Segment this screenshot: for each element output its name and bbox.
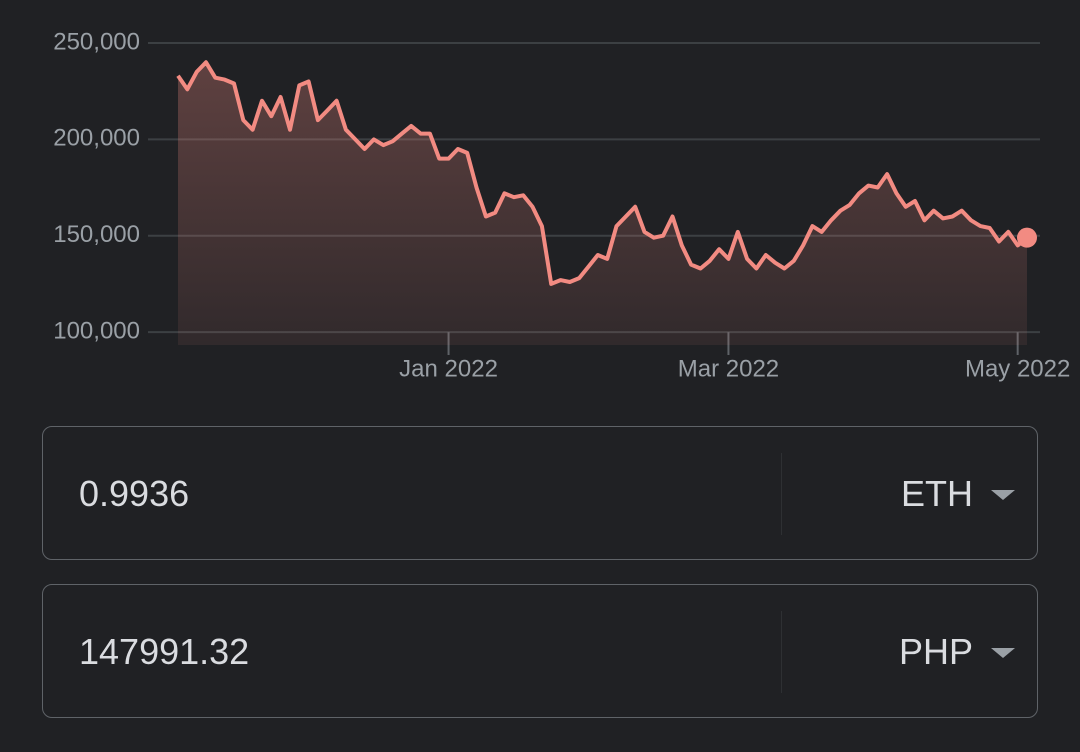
end-dot: [1017, 227, 1037, 248]
y-tick-label: 100,000: [53, 317, 140, 344]
dropdown-arrow[interactable]: [991, 648, 1015, 658]
divider: [781, 611, 782, 693]
to-field[interactable]: 147991.32 PHP: [42, 584, 1038, 718]
x-tick-label: May 2022: [965, 355, 1070, 382]
chart: 100,000 150,000 200,000 250,000 Jan 2022 Mar …: [53, 28, 1070, 382]
dropdown-arrow[interactable]: [991, 490, 1015, 500]
area-fill: [178, 62, 1027, 346]
x-tick-label: Jan 2022: [399, 355, 498, 382]
y-tick-label: 200,000: [53, 125, 140, 152]
y-tick-label: 250,000: [53, 28, 140, 55]
y-tick-label: 150,000: [53, 221, 140, 248]
divider: [781, 453, 782, 535]
to-amount[interactable]: 147991.32: [79, 631, 250, 672]
x-tick-label: Mar 2022: [678, 355, 779, 382]
from-field[interactable]: 0.9936 ETH: [42, 426, 1038, 560]
from-amount[interactable]: 0.9936: [79, 473, 190, 514]
price-line: [176, 60, 1029, 286]
from-unit[interactable]: ETH: [901, 473, 973, 514]
to-unit[interactable]: PHP: [898, 631, 973, 672]
